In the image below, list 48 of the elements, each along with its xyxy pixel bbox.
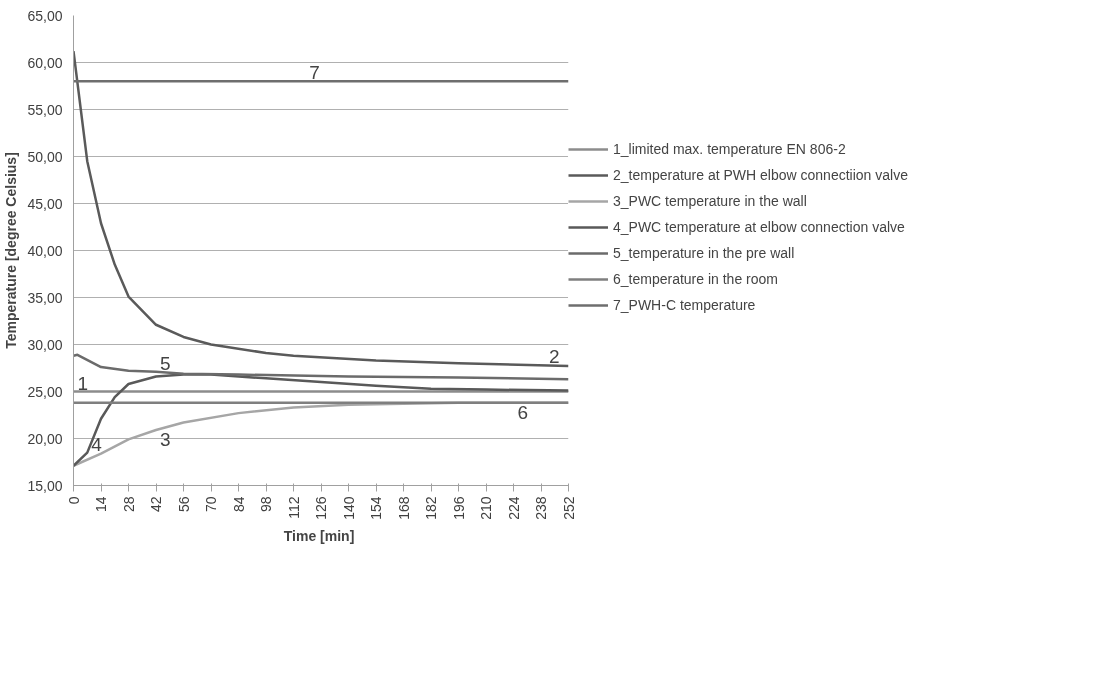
y-tick-label: 55,00	[27, 101, 63, 118]
x-tick-label: 196	[450, 496, 467, 520]
legend-label: 7_PWH-C temperature	[613, 297, 756, 313]
y-tick-label: 35,00	[27, 289, 63, 306]
line-series	[73, 373, 569, 468]
x-tick-label: 56	[175, 496, 192, 513]
y-tick-label: 25,00	[27, 383, 63, 400]
annotation: 6	[517, 401, 529, 423]
y-tick-label: 20,00	[27, 430, 63, 447]
x-tick-label: 168	[395, 496, 412, 520]
x-tick-label: 0	[65, 496, 82, 505]
x-tick-label: 28	[120, 496, 137, 513]
x-tick-label: 210	[478, 496, 494, 520]
x-tick-label: 126	[313, 496, 329, 520]
legend-label: 3_PWC temperature in the wall	[613, 193, 807, 209]
x-tick-label: 238	[533, 496, 549, 520]
x-tick-label: 70	[203, 496, 219, 513]
x-tick-label: 112	[285, 496, 302, 519]
legend-label: 5_temperature in the pre wall	[613, 245, 795, 261]
y-tick-label: 50,00	[27, 148, 63, 165]
x-tick-label: 42	[148, 496, 164, 513]
legend-label: 4_PWC temperature at elbow connection valve	[613, 219, 905, 235]
y-tick-label: 40,00	[27, 242, 63, 259]
x-tick-label: 84	[230, 496, 247, 513]
x-tick-label: 252	[560, 496, 577, 520]
y-tick-label: 60,00	[27, 54, 63, 71]
line-series	[73, 49, 569, 368]
annotation: 7	[309, 62, 320, 84]
y-tick-label: 15,00	[27, 477, 63, 494]
legend-label: 6_temperature in the room	[613, 271, 778, 287]
y-tick-label: 30,00	[27, 336, 63, 353]
annotation: 5	[160, 352, 171, 374]
x-tick-label: 154	[368, 496, 384, 520]
x-tick-label: 98	[258, 496, 274, 513]
x-tick-label: 182	[423, 496, 439, 520]
annotation: 4	[91, 433, 103, 455]
y-tick-label: 45,00	[27, 195, 63, 212]
y-axis-title: Temperature [degree Celsius]	[3, 152, 20, 349]
legend-label: 2_temperature at PWH elbow connectiion valve	[613, 167, 908, 183]
x-axis-title: Time [min]	[283, 527, 355, 544]
annotation: 2	[548, 346, 560, 368]
annotation: 1	[77, 372, 89, 394]
y-tick-label: 65,00	[27, 7, 63, 24]
annotation: 3	[160, 429, 171, 451]
x-tick-label: 224	[505, 496, 522, 520]
x-tick-label: 140	[340, 496, 357, 520]
x-tick-label: 14	[93, 496, 109, 513]
legend-label: 1_limited max. temperature EN 806-2	[613, 141, 846, 157]
